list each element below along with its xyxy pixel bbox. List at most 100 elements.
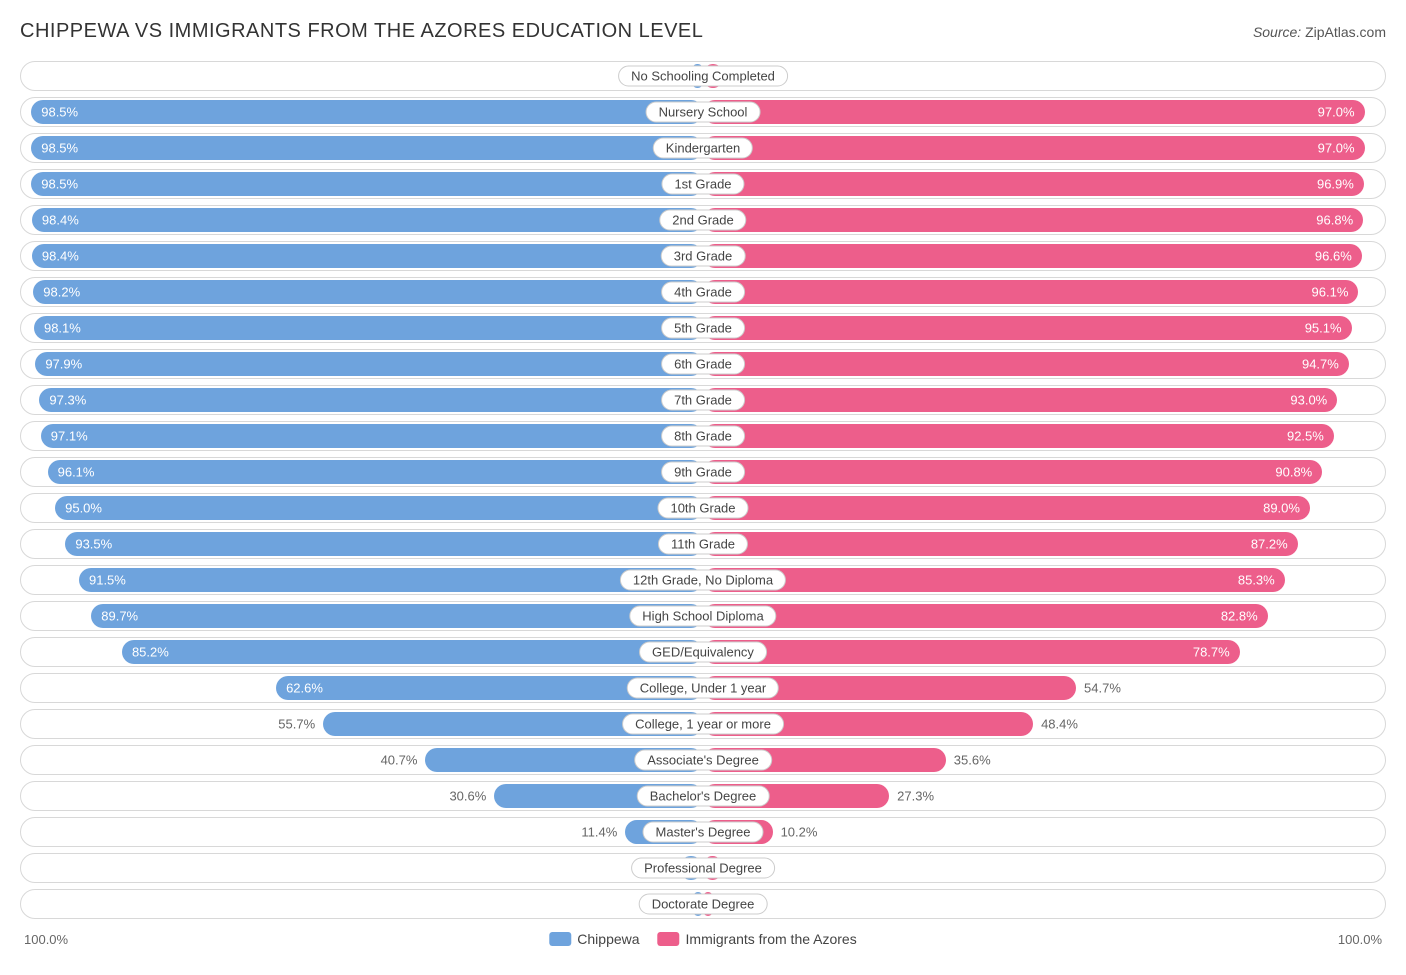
- bar-right: 96.8%: [703, 208, 1363, 232]
- bar-right: 90.8%: [703, 460, 1322, 484]
- chart-row: 97.1% 92.5%8th Grade: [20, 421, 1386, 451]
- chart-row: 3.5%2.8%Professional Degree: [20, 853, 1386, 883]
- axis-right-max: 100.0%: [1338, 932, 1382, 947]
- value-right: 96.6%: [1315, 249, 1352, 264]
- legend-item-left: Chippewa: [549, 931, 639, 947]
- bar-right: 97.0%: [703, 136, 1365, 160]
- value-left: 98.2%: [43, 285, 80, 300]
- bar-right: 95.1%: [703, 316, 1352, 340]
- value-right: 97.0%: [1318, 105, 1355, 120]
- diverging-bar-chart: 1.6%3.0%No Schooling Completed98.5%97.0%…: [20, 61, 1386, 919]
- value-left: 30.6%: [449, 789, 486, 804]
- legend-swatch-left: [549, 932, 571, 946]
- bar-left: 91.5%: [79, 568, 703, 592]
- bar-left: 98.5%: [31, 172, 703, 196]
- category-label: Bachelor's Degree: [637, 786, 770, 807]
- chart-row: 98.1%95.1%5th Grade: [20, 313, 1386, 343]
- bar-right: 94.7%: [703, 352, 1349, 376]
- bar-left: 98.2%: [33, 280, 703, 304]
- value-left: 97.3%: [49, 393, 86, 408]
- bar-left: 98.5%: [31, 136, 703, 160]
- bar-left: 98.4%: [32, 244, 703, 268]
- value-right: 95.1%: [1305, 321, 1342, 336]
- bar-right: 89.0%: [703, 496, 1310, 520]
- value-right: 89.0%: [1263, 501, 1300, 516]
- chart-row: 55.7%48.4%College, 1 year or more: [20, 709, 1386, 739]
- value-left: 93.5%: [75, 537, 112, 552]
- category-label: 1st Grade: [661, 174, 744, 195]
- category-label: Master's Degree: [643, 822, 764, 843]
- value-right: 35.6%: [954, 753, 991, 768]
- category-label: GED/Equivalency: [639, 642, 767, 663]
- value-left: 62.6%: [286, 681, 323, 696]
- chart-row: 93.5%87.2%11th Grade: [20, 529, 1386, 559]
- chart-row: 95.0%89.0%10th Grade: [20, 493, 1386, 523]
- value-right: 94.7%: [1302, 357, 1339, 372]
- chart-source: Source: ZipAtlas.com: [1253, 24, 1386, 40]
- bar-left: 93.5%: [65, 532, 703, 556]
- legend-label-left: Chippewa: [577, 931, 639, 947]
- bar-left: 96.1%: [48, 460, 703, 484]
- value-left: 55.7%: [278, 717, 315, 732]
- axis-left-max: 100.0%: [24, 932, 68, 947]
- value-right: 96.8%: [1316, 213, 1353, 228]
- category-label: College, Under 1 year: [627, 678, 779, 699]
- value-right: 27.3%: [897, 789, 934, 804]
- bar-left: 97.1%: [41, 424, 703, 448]
- bar-left: 97.3%: [39, 388, 703, 412]
- chart-row: 1.5%1.4%Doctorate Degree: [20, 889, 1386, 919]
- bar-right: 85.3%: [703, 568, 1285, 592]
- bar-right: 96.6%: [703, 244, 1362, 268]
- category-label: Associate's Degree: [634, 750, 772, 771]
- legend-label-right: Immigrants from the Azores: [686, 931, 857, 947]
- bar-left: 98.4%: [32, 208, 703, 232]
- bar-left: 98.5%: [31, 100, 703, 124]
- chart-row: 97.3% 93.0% 7th Grade: [20, 385, 1386, 415]
- bar-right: 78.7%: [703, 640, 1240, 664]
- value-left: 97.9%: [45, 357, 82, 372]
- chart-row: 85.2% 78.7%GED/Equivalency: [20, 637, 1386, 667]
- value-left: 85.2%: [132, 645, 169, 660]
- category-label: 4th Grade: [661, 282, 745, 303]
- bar-left: 85.2%: [122, 640, 703, 664]
- value-left: 96.1%: [58, 465, 95, 480]
- chart-row: 91.5% 85.3%12th Grade, No Diploma: [20, 565, 1386, 595]
- category-label: 12th Grade, No Diploma: [620, 570, 786, 591]
- category-label: Kindergarten: [653, 138, 753, 159]
- category-label: 2nd Grade: [659, 210, 746, 231]
- value-right: 48.4%: [1041, 717, 1078, 732]
- chart-row: 98.4% 96.8% 2nd Grade: [20, 205, 1386, 235]
- bar-right: 92.5%: [703, 424, 1334, 448]
- value-left: 98.4%: [42, 249, 79, 264]
- value-right: 82.8%: [1221, 609, 1258, 624]
- value-left: 91.5%: [89, 573, 126, 588]
- category-label: 8th Grade: [661, 426, 745, 447]
- value-right: 90.8%: [1275, 465, 1312, 480]
- source-label: Source:: [1253, 24, 1301, 40]
- value-left: 98.4%: [42, 213, 79, 228]
- bar-right: 96.1%: [703, 280, 1358, 304]
- value-right: 54.7%: [1084, 681, 1121, 696]
- value-right: 93.0%: [1290, 393, 1327, 408]
- bar-left: 95.0%: [55, 496, 703, 520]
- bar-left: 98.1%: [34, 316, 703, 340]
- category-label: 3rd Grade: [661, 246, 746, 267]
- value-left: 98.5%: [41, 141, 78, 156]
- chart-title: CHIPPEWA VS IMMIGRANTS FROM THE AZORES E…: [20, 20, 703, 43]
- chart-row: 11.4%10.2%Master's Degree: [20, 817, 1386, 847]
- value-right: 96.1%: [1312, 285, 1349, 300]
- category-label: 7th Grade: [661, 390, 745, 411]
- category-label: No Schooling Completed: [618, 66, 788, 87]
- value-right: 97.0%: [1318, 141, 1355, 156]
- value-left: 89.7%: [101, 609, 138, 624]
- value-left: 11.4%: [581, 825, 617, 840]
- chart-row: 98.5%97.0%Nursery School: [20, 97, 1386, 127]
- value-left: 40.7%: [381, 753, 418, 768]
- category-label: 6th Grade: [661, 354, 745, 375]
- bar-right: 96.9%: [703, 172, 1364, 196]
- value-right: 96.9%: [1317, 177, 1354, 192]
- value-left: 98.5%: [41, 105, 78, 120]
- legend-swatch-right: [658, 932, 680, 946]
- category-label: Professional Degree: [631, 858, 775, 879]
- value-left: 97.1%: [51, 429, 88, 444]
